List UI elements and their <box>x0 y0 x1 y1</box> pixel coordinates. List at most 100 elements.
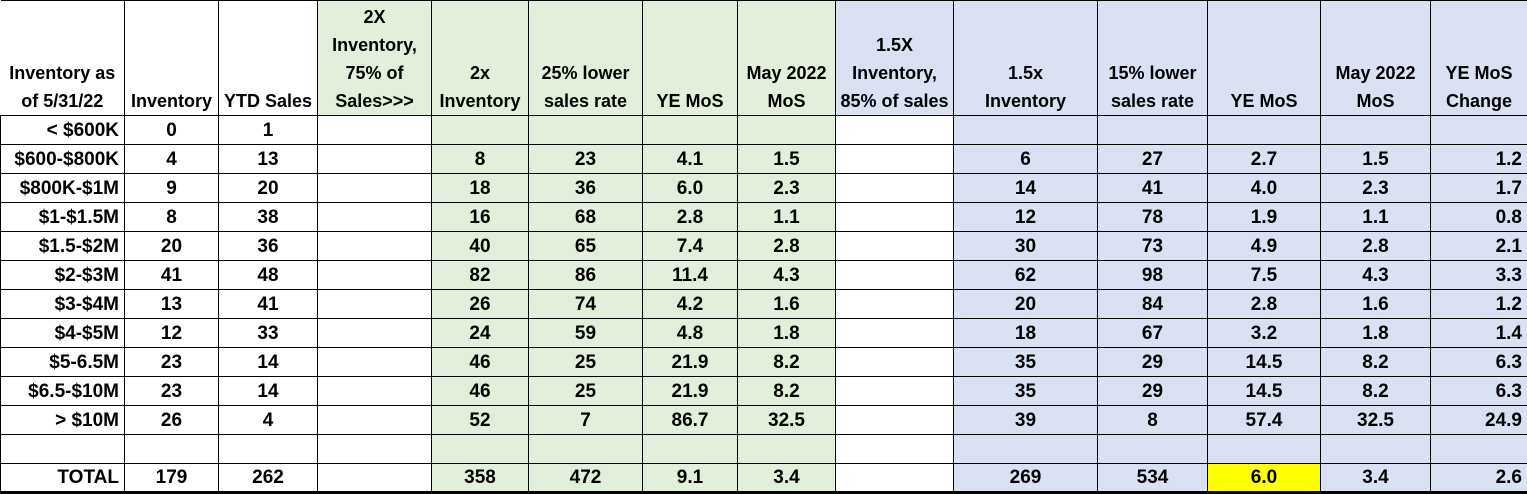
cell-note-2x[interactable] <box>317 260 432 290</box>
cell-sales-25-lower[interactable]: 23 <box>528 144 643 174</box>
cell-ye-mos-2x[interactable]: 21.9 <box>642 347 738 377</box>
cell-ye-mos-15x[interactable]: 2.7 <box>1207 144 1321 174</box>
column-header-sales-25-lower[interactable]: 25% lower sales rate <box>528 0 643 116</box>
cell-ye-mos-change[interactable]: 2.6 <box>1430 463 1527 494</box>
cell-ye-mos-2x[interactable]: 9.1 <box>642 463 738 494</box>
cell-note-2x[interactable] <box>317 202 432 232</box>
cell-inv-15x[interactable]: 6 <box>953 144 1098 174</box>
cell-inv-2x[interactable]: 16 <box>431 202 529 232</box>
cell-ytd-sales[interactable]: 4 <box>218 405 318 435</box>
cell-ytd-sales[interactable]: 48 <box>218 260 318 290</box>
column-header-inv-2x[interactable]: 2x Inventory <box>431 0 529 116</box>
cell-ytd-sales[interactable]: 1 <box>218 115 318 145</box>
cell-inventory[interactable]: 0 <box>124 115 219 145</box>
cell-ye-mos-15x[interactable]: 6.0 <box>1207 463 1321 494</box>
cell-may-2022-mos-2x[interactable]: 1.8 <box>737 318 836 348</box>
cell-inv-2x[interactable]: 8 <box>431 144 529 174</box>
cell-may-2022-mos-15x[interactable]: 1.8 <box>1320 318 1431 348</box>
cell-ye-mos-15x[interactable]: 4.9 <box>1207 231 1321 261</box>
column-header-inv-15x[interactable]: 1.5x Inventory <box>953 0 1098 116</box>
cell-ye-mos-change[interactable]: 2.1 <box>1430 231 1527 261</box>
cell-note-2x[interactable] <box>317 434 432 464</box>
cell-may-2022-mos-15x[interactable]: 1.1 <box>1320 202 1431 232</box>
cell-ytd-sales[interactable]: 14 <box>218 347 318 377</box>
cell-sales-25-lower[interactable]: 74 <box>528 289 643 319</box>
row-label-cell[interactable]: $800K-$1M <box>0 173 125 203</box>
cell-inventory[interactable]: 26 <box>124 405 219 435</box>
cell-note-15x[interactable] <box>835 144 954 174</box>
cell-inv-2x[interactable]: 358 <box>431 463 529 494</box>
cell-may-2022-mos-15x[interactable] <box>1320 434 1431 464</box>
cell-ye-mos-change[interactable]: 6.3 <box>1430 376 1527 406</box>
cell-ye-mos-2x[interactable]: 4.1 <box>642 144 738 174</box>
cell-inventory[interactable]: 23 <box>124 376 219 406</box>
row-label-cell[interactable]: $6.5-$10M <box>0 376 125 406</box>
cell-sales-15-lower[interactable] <box>1097 434 1208 464</box>
column-header-ye-mos-15x[interactable]: YE MoS <box>1207 0 1321 116</box>
cell-may-2022-mos-2x[interactable]: 2.3 <box>737 173 836 203</box>
cell-inv-15x[interactable]: 12 <box>953 202 1098 232</box>
column-header-may-2022-mos-15x[interactable]: May 2022 MoS <box>1320 0 1431 116</box>
cell-ye-mos-2x[interactable]: 2.8 <box>642 202 738 232</box>
cell-note-15x[interactable] <box>835 260 954 290</box>
cell-may-2022-mos-2x[interactable]: 3.4 <box>737 463 836 494</box>
cell-ye-mos-2x[interactable] <box>642 115 738 145</box>
cell-inv-15x[interactable]: 18 <box>953 318 1098 348</box>
cell-sales-15-lower[interactable]: 67 <box>1097 318 1208 348</box>
cell-note-15x[interactable] <box>835 289 954 319</box>
cell-sales-15-lower[interactable]: 534 <box>1097 463 1208 494</box>
row-label-cell[interactable]: $600-$800K <box>0 144 125 174</box>
cell-ye-mos-2x[interactable]: 7.4 <box>642 231 738 261</box>
cell-note-15x[interactable] <box>835 202 954 232</box>
cell-inv-15x[interactable]: 20 <box>953 289 1098 319</box>
cell-ye-mos-change[interactable]: 1.2 <box>1430 144 1527 174</box>
cell-ye-mos-change[interactable]: 0.8 <box>1430 202 1527 232</box>
cell-note-2x[interactable] <box>317 318 432 348</box>
cell-inv-15x[interactable]: 30 <box>953 231 1098 261</box>
cell-inv-15x[interactable] <box>953 115 1098 145</box>
cell-inv-15x[interactable]: 35 <box>953 376 1098 406</box>
cell-ytd-sales[interactable]: 36 <box>218 231 318 261</box>
cell-inventory[interactable]: 23 <box>124 347 219 377</box>
cell-inventory[interactable]: 20 <box>124 231 219 261</box>
cell-ytd-sales[interactable]: 33 <box>218 318 318 348</box>
column-header-ye-mos-2x[interactable]: YE MoS <box>642 0 738 116</box>
cell-may-2022-mos-2x[interactable]: 8.2 <box>737 376 836 406</box>
cell-may-2022-mos-15x[interactable]: 2.3 <box>1320 173 1431 203</box>
cell-note-2x[interactable] <box>317 463 432 494</box>
cell-inv-2x[interactable] <box>431 434 529 464</box>
column-header-note-2x[interactable]: 2X Inventory, 75% of Sales>>> <box>317 0 432 116</box>
cell-may-2022-mos-2x[interactable]: 2.8 <box>737 231 836 261</box>
cell-inv-2x[interactable]: 18 <box>431 173 529 203</box>
cell-may-2022-mos-2x[interactable]: 8.2 <box>737 347 836 377</box>
cell-note-15x[interactable] <box>835 115 954 145</box>
cell-note-15x[interactable] <box>835 318 954 348</box>
cell-ye-mos-15x[interactable]: 7.5 <box>1207 260 1321 290</box>
row-label-cell[interactable]: $1.5-$2M <box>0 231 125 261</box>
cell-note-2x[interactable] <box>317 347 432 377</box>
cell-ye-mos-2x[interactable] <box>642 434 738 464</box>
cell-note-2x[interactable] <box>317 376 432 406</box>
cell-ye-mos-change[interactable]: 3.3 <box>1430 260 1527 290</box>
cell-inventory[interactable]: 8 <box>124 202 219 232</box>
cell-sales-15-lower[interactable]: 29 <box>1097 376 1208 406</box>
cell-ye-mos-2x[interactable]: 4.2 <box>642 289 738 319</box>
cell-note-2x[interactable] <box>317 144 432 174</box>
column-header-ye-mos-change[interactable]: YE MoS Change <box>1430 0 1527 116</box>
cell-note-2x[interactable] <box>317 405 432 435</box>
cell-ye-mos-15x[interactable]: 1.9 <box>1207 202 1321 232</box>
cell-may-2022-mos-15x[interactable]: 8.2 <box>1320 347 1431 377</box>
cell-inv-15x[interactable]: 14 <box>953 173 1098 203</box>
row-label-cell[interactable]: $1-$1.5M <box>0 202 125 232</box>
cell-note-15x[interactable] <box>835 463 954 494</box>
row-label-cell[interactable] <box>0 434 125 464</box>
cell-ytd-sales[interactable]: 20 <box>218 173 318 203</box>
cell-may-2022-mos-15x[interactable]: 2.8 <box>1320 231 1431 261</box>
cell-inventory[interactable]: 179 <box>124 463 219 494</box>
row-label-cell[interactable]: $2-$3M <box>0 260 125 290</box>
cell-ye-mos-change[interactable]: 1.4 <box>1430 318 1527 348</box>
cell-note-15x[interactable] <box>835 231 954 261</box>
cell-ye-mos-change[interactable]: 6.3 <box>1430 347 1527 377</box>
cell-sales-15-lower[interactable]: 29 <box>1097 347 1208 377</box>
cell-note-15x[interactable] <box>835 434 954 464</box>
